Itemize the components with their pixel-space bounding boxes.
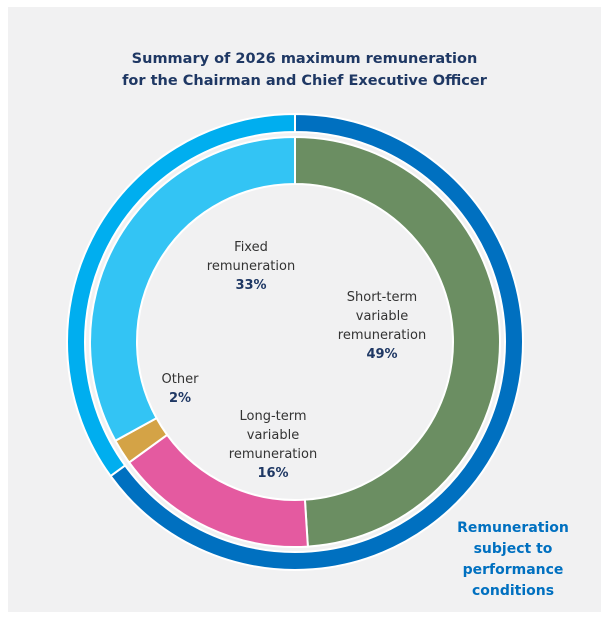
label-performance-conditions: Remuneration subject to performance cond… — [443, 518, 583, 602]
chart-title-line-1: Summary of 2026 maximum remuneration — [131, 51, 478, 67]
label-performance-line-3: performance — [462, 562, 564, 578]
label-other: Other 2% — [145, 370, 215, 408]
label-performance-line-4: conditions — [471, 583, 555, 599]
inner-ring-slice-0 — [294, 135, 501, 548]
label-long-term-line-1: Long-term — [239, 409, 307, 424]
label-long-term: Long-term variable remuneration 16% — [213, 407, 333, 483]
label-long-term-line-3: remuneration — [228, 447, 318, 462]
label-long-term-pct: 16% — [257, 466, 289, 481]
label-fixed-line-1: Fixed — [234, 240, 268, 255]
chart-title-line-2: for the Chairman and Chief Executive Off… — [122, 73, 487, 89]
label-short-term-line-1: Short-term — [346, 290, 418, 305]
label-short-term-line-2: variable — [355, 309, 409, 324]
outer-ring-segment-1 — [66, 112, 296, 478]
label-fixed-line-2: remuneration — [206, 259, 296, 274]
label-short-term-pct: 49% — [366, 347, 398, 362]
label-performance-line-1: Remuneration — [457, 520, 569, 536]
label-short-term: Short-term variable remuneration 49% — [322, 288, 442, 364]
label-fixed: Fixed remuneration 33% — [196, 238, 306, 295]
inner-ring-slice-3 — [89, 135, 296, 443]
label-performance-line-2: subject to — [473, 541, 553, 557]
chart-title: Summary of 2026 maximum remuneration for… — [8, 48, 601, 92]
label-fixed-pct: 33% — [235, 278, 267, 293]
label-other-line-1: Other — [161, 372, 199, 387]
label-long-term-line-2: variable — [246, 428, 300, 443]
label-other-pct: 2% — [168, 391, 192, 406]
label-short-term-line-3: remuneration — [337, 328, 427, 343]
